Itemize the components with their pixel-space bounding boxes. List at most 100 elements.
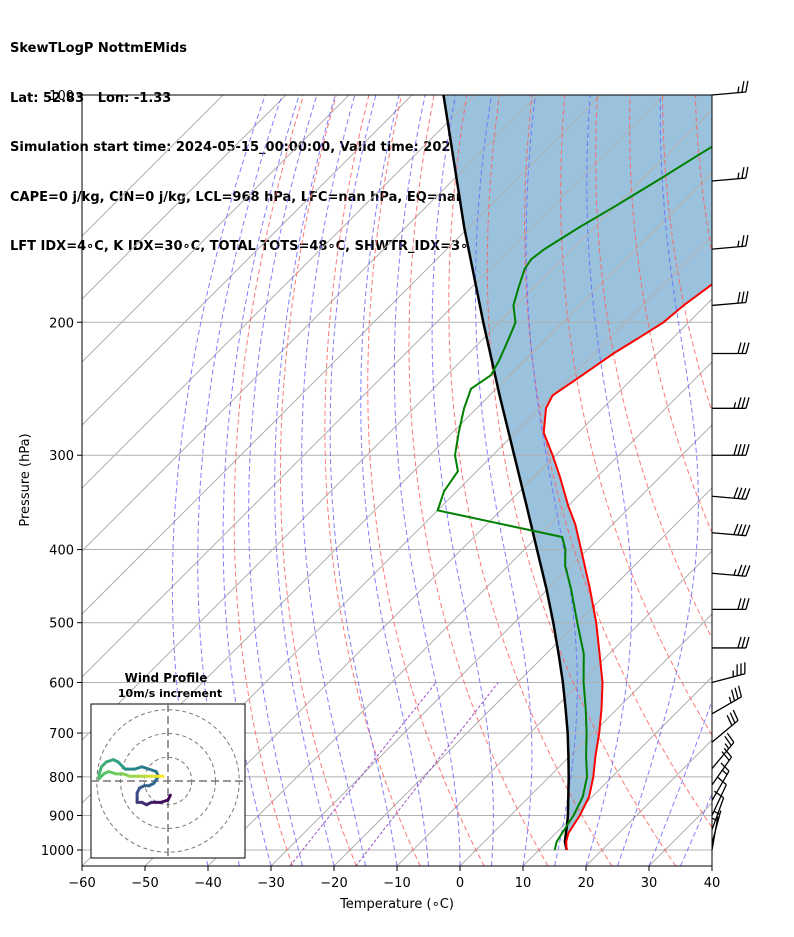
isotherm-gridline <box>82 95 224 237</box>
dry-adiabat-line <box>324 95 421 866</box>
moist-adiabat-line <box>197 95 283 866</box>
dry-adiabat-line <box>233 95 305 866</box>
wind-barb <box>711 291 749 307</box>
profile-lines-layer <box>436 95 712 851</box>
moist-adiabat-line <box>431 95 494 866</box>
wind-profile-inset: Wind Profile 10m/s increment <box>90 671 246 859</box>
wind-barb <box>711 816 719 851</box>
y-tick-label: 600 <box>49 677 74 692</box>
dry-adiabat-line <box>280 95 357 866</box>
dry-adiabat-line <box>662 95 712 414</box>
moist-adiabat-line <box>329 95 398 866</box>
wind-barb <box>712 636 750 649</box>
cin-area-fill <box>443 95 712 850</box>
wind-barb <box>711 234 749 250</box>
x-tick-label: 20 <box>578 876 595 891</box>
moist-adiabat-line <box>585 95 633 866</box>
wind-barbs-layer <box>711 80 751 851</box>
location-text: Lat: 52.83 Lon: -1.33 <box>10 90 172 106</box>
moist-adiabat-line <box>393 95 461 866</box>
temperature-profile-line <box>542 283 712 851</box>
dry-adiabat-line <box>728 95 794 866</box>
wind-barb <box>711 776 727 816</box>
moist-adiabat-line <box>475 95 533 866</box>
x-tick-label: −10 <box>383 876 410 891</box>
dry-adiabat-line <box>367 95 485 866</box>
x-tick-label: −60 <box>68 876 95 891</box>
x-tick-label: −30 <box>257 876 284 891</box>
y-tick-label: 300 <box>49 449 74 464</box>
dry-adiabat-line <box>595 95 712 640</box>
isotherm-gridline <box>82 95 539 552</box>
wind-barb <box>711 487 751 500</box>
y-tick-label: 800 <box>49 771 74 786</box>
wind-barb <box>712 444 750 456</box>
moist-adiabat-line <box>222 95 300 866</box>
wind-barb <box>711 80 749 96</box>
wind-barb <box>711 732 735 769</box>
dry-adiabat-line <box>560 95 712 737</box>
isotherm-gridline <box>82 109 712 741</box>
moist-adiabat-line <box>360 95 429 866</box>
y-axis-label: Pressure (hPa) <box>18 433 33 526</box>
dry-adiabat-line <box>760 95 794 866</box>
isotherm-gridline <box>459 613 712 866</box>
wind-barb <box>711 762 730 801</box>
hodograph-segment <box>140 765 158 773</box>
mixing-ratio-line <box>289 682 437 866</box>
moist-adiabat-line <box>301 95 366 866</box>
y-tick-label: 200 <box>49 316 74 331</box>
isotherm-gridline <box>522 676 712 866</box>
moist-adiabat-line <box>648 699 712 866</box>
dry-adiabat-line <box>408 95 549 866</box>
y-tick-label: 100 <box>49 89 74 104</box>
wind-barb <box>712 342 750 355</box>
background-lines-layer <box>82 95 794 866</box>
indices-text: LFT IDX=4∘C, K IDX=30∘C, TOTAL TOTS=48∘C… <box>10 239 478 254</box>
wind-barb <box>711 662 746 684</box>
wind-barb <box>711 523 751 537</box>
dewpoint-profile-line <box>436 145 712 851</box>
dry-adiabat-line <box>448 95 613 866</box>
isotherm-gridline <box>82 95 665 678</box>
isotherm-gridline <box>144 298 712 866</box>
moist-adiabat-line <box>274 95 336 866</box>
x-tick-label: 30 <box>641 876 658 891</box>
axes-layer: −60 −50 −40 −30 −20 −10 0 10 20 30 40 1000 900 800 700… <box>41 89 720 891</box>
isotherm-gridline <box>82 95 413 426</box>
isotherm-gridline <box>270 424 712 866</box>
wind-barb <box>711 709 739 743</box>
moist-adiabat-line <box>171 95 266 866</box>
isotherm-gridline <box>82 95 476 489</box>
wind-barb <box>711 747 733 786</box>
isotherm-gridline <box>82 95 287 300</box>
parcel-profile-line <box>442 95 570 851</box>
x-tick-label: 40 <box>704 876 721 891</box>
inset-title: Wind Profile <box>125 671 208 685</box>
wind-barb <box>711 166 749 182</box>
y-tick-label: 700 <box>49 727 74 742</box>
x-tick-label: 10 <box>515 876 532 891</box>
cape-cin-fill-layer <box>443 95 712 850</box>
wind-barb <box>711 564 751 577</box>
moist-adiabat-line <box>711 864 712 866</box>
dry-adiabat-line <box>524 95 712 829</box>
isotherm-gridline <box>333 487 712 866</box>
inset-subtitle: 10m/s increment <box>118 687 222 700</box>
moist-adiabat-line <box>248 95 318 866</box>
isotherm-gridline <box>82 95 350 363</box>
x-axis-label: Temperature (∘C) <box>339 897 454 912</box>
y-tick-label: 1000 <box>41 844 74 859</box>
wind-barb <box>712 598 750 610</box>
isotherm-gridline <box>711 865 712 866</box>
x-tick-label: −20 <box>320 876 347 891</box>
y-tick-label: 900 <box>49 809 74 824</box>
x-tick-label: −40 <box>194 876 221 891</box>
y-tick-label: 500 <box>49 617 74 632</box>
moist-adiabat-line <box>617 95 699 866</box>
moist-adiabat-line <box>680 792 712 866</box>
x-tick-label: −50 <box>131 876 158 891</box>
x-tick-label: 0 <box>456 876 464 891</box>
y-tick-label: 400 <box>49 544 74 559</box>
